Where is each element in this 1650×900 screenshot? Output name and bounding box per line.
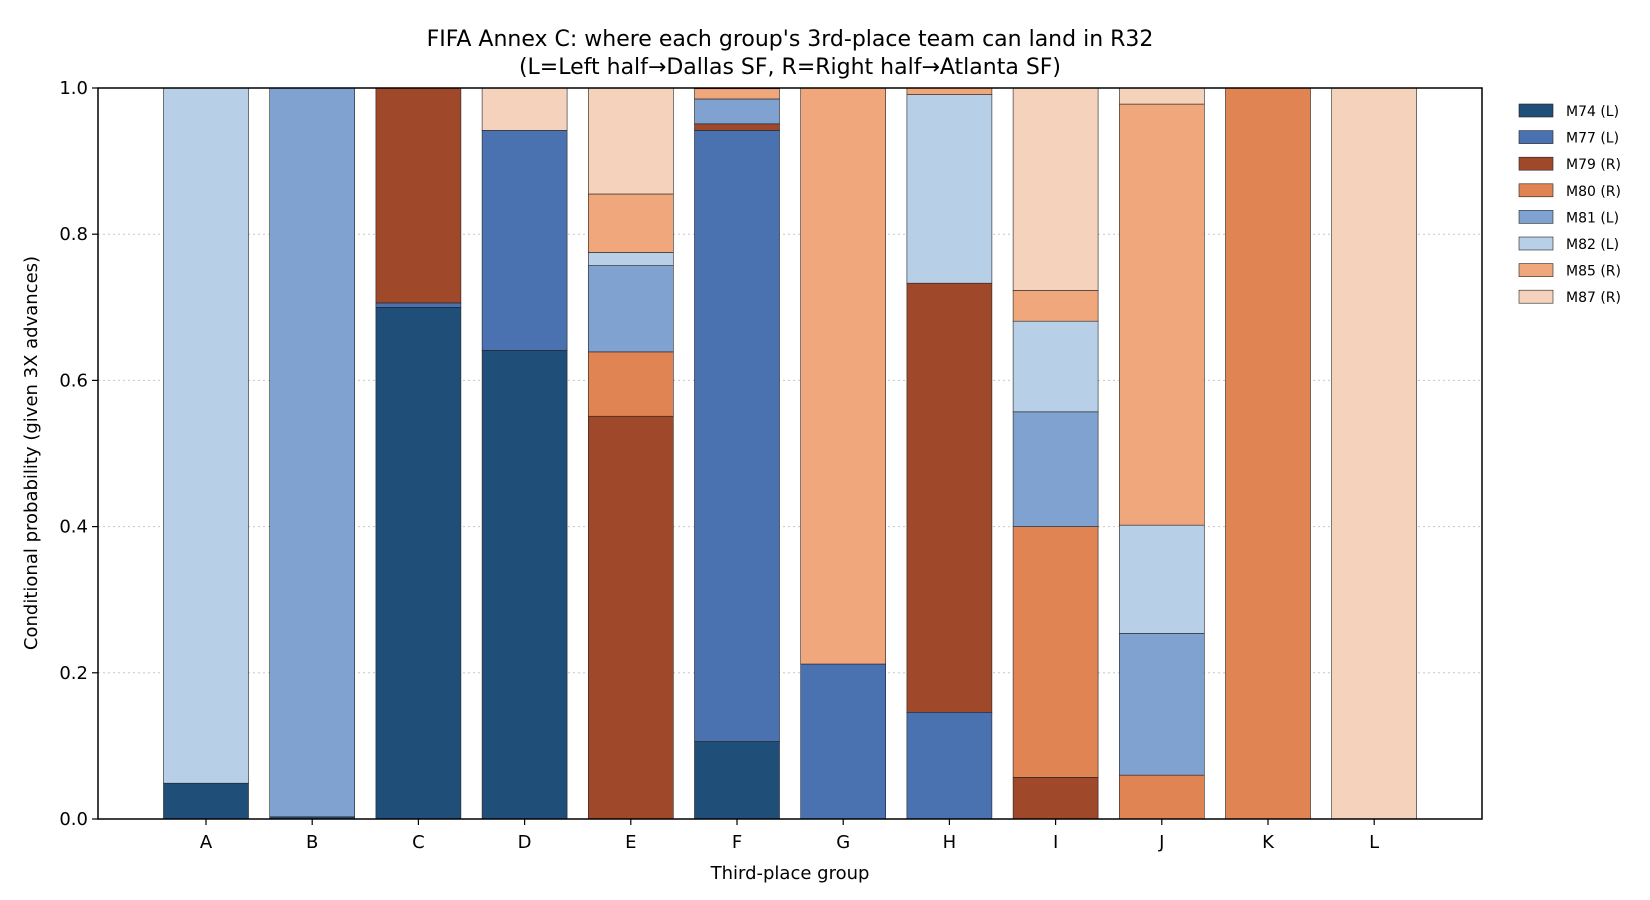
bar-segment	[1225, 87, 1311, 820]
bar-segment	[1331, 87, 1417, 820]
legend-swatch	[1518, 183, 1554, 198]
y-tick-label: 0.8	[59, 224, 88, 245]
legend-swatch	[1518, 130, 1554, 144]
y-tick-label: 0.6	[59, 370, 88, 391]
bar-segment	[587, 193, 674, 253]
chart-title: FIFA Annex C: where each group's 3rd-pla…	[427, 27, 1154, 52]
y-tick-label: 0.0	[59, 809, 88, 830]
bar-segment	[587, 87, 674, 195]
bar-segment	[694, 88, 780, 100]
bar-segment	[1119, 633, 1205, 776]
x-tick-label: E	[625, 832, 636, 853]
legend-item: M87 (R)	[1518, 289, 1621, 306]
bar-segment	[694, 130, 780, 742]
x-tick-label: J	[1158, 832, 1164, 853]
legend: M74 (L) M77 (L) M79 (R) M80 (R) M81 (L) M82 (…	[1518, 103, 1621, 306]
bar-segment	[1012, 320, 1099, 413]
bar-segment	[694, 741, 780, 820]
x-tick-label: L	[1369, 832, 1379, 853]
legend-swatch	[1518, 210, 1554, 224]
x-tick-label: A	[200, 832, 213, 853]
bar-segment	[694, 98, 780, 125]
x-tick-label: G	[836, 832, 850, 853]
bar-segment	[1119, 774, 1205, 820]
x-tick-label: D	[518, 832, 532, 853]
y-tick-label: 0.4	[59, 517, 88, 538]
bar-segment	[587, 265, 674, 353]
bar-segment	[1119, 87, 1205, 105]
legend-item: M80 (R)	[1518, 183, 1621, 200]
bar-segment	[269, 87, 356, 818]
x-tick-label: B	[306, 832, 318, 853]
legend-swatch	[1518, 289, 1554, 304]
bar-segment	[906, 282, 993, 713]
legend-swatch	[1518, 156, 1554, 171]
bar-segment	[800, 87, 887, 665]
legend-swatch	[1518, 236, 1554, 251]
legend-label: M79 (R)	[1566, 157, 1621, 173]
legend-swatch	[1518, 263, 1554, 277]
bar-segment	[375, 87, 462, 304]
bar-segment	[375, 302, 462, 308]
legend-label: M87 (R)	[1566, 290, 1621, 306]
plot-frame	[97, 87, 1483, 820]
bar-segment	[375, 306, 462, 820]
chart-subtitle: (L=Left half→Dallas SF, R=Right half→Atl…	[519, 55, 1061, 80]
bar-segment	[163, 87, 249, 784]
bar-segment	[587, 252, 674, 266]
x-tick-label: I	[1053, 832, 1058, 853]
bars	[163, 87, 1417, 820]
bar-segment	[1012, 777, 1099, 820]
legend-item: M77 (L)	[1518, 130, 1619, 147]
y-tick-label: 1.0	[59, 78, 88, 99]
bar-segment	[481, 350, 568, 820]
x-tick-label: K	[1262, 832, 1275, 853]
legend-label: M74 (L)	[1566, 104, 1619, 120]
legend-label: M81 (L)	[1566, 210, 1619, 226]
y-tick-label: 0.2	[59, 663, 88, 684]
legend-swatch	[1518, 103, 1554, 118]
bar-segment	[481, 87, 568, 131]
legend-item: M79 (R)	[1518, 156, 1621, 173]
bar-segment	[906, 87, 993, 95]
x-axis-ticks: A B C D E F G H I J K L	[200, 819, 1379, 853]
legend-item: M74 (L)	[1518, 103, 1619, 120]
legend-label: M82 (L)	[1566, 237, 1619, 253]
bar-segment	[906, 711, 993, 820]
x-tick-label: F	[732, 832, 742, 853]
bar-segment	[587, 415, 674, 820]
y-axis-label: Conditional probability (given 3X advanc…	[21, 256, 42, 650]
x-tick-label: C	[412, 832, 425, 853]
legend-item: M82 (L)	[1518, 236, 1619, 253]
x-axis-label: Third-place group	[710, 863, 870, 884]
x-tick-label: H	[943, 832, 957, 853]
legend-label: M80 (R)	[1566, 184, 1621, 200]
bar-segment	[1012, 290, 1099, 322]
bar-segment	[163, 782, 249, 820]
bar-segment	[1119, 524, 1205, 634]
y-axis-ticks: 0.0 0.2 0.4 0.6 0.8 1.0	[59, 78, 98, 830]
bar-segment	[481, 130, 568, 351]
bar-segment	[587, 351, 674, 417]
legend-label: M85 (R)	[1566, 264, 1621, 280]
bar-segment	[1012, 526, 1099, 778]
legend-item: M81 (L)	[1518, 210, 1619, 226]
bar-segment	[1119, 103, 1205, 526]
bar-segment	[1012, 411, 1099, 527]
bar-segment	[1012, 87, 1099, 291]
legend-item: M85 (R)	[1518, 263, 1621, 280]
bar-segment	[906, 94, 993, 284]
bar-segment	[694, 123, 780, 131]
legend-label: M77 (L)	[1566, 131, 1619, 147]
bar-segment	[800, 663, 887, 820]
